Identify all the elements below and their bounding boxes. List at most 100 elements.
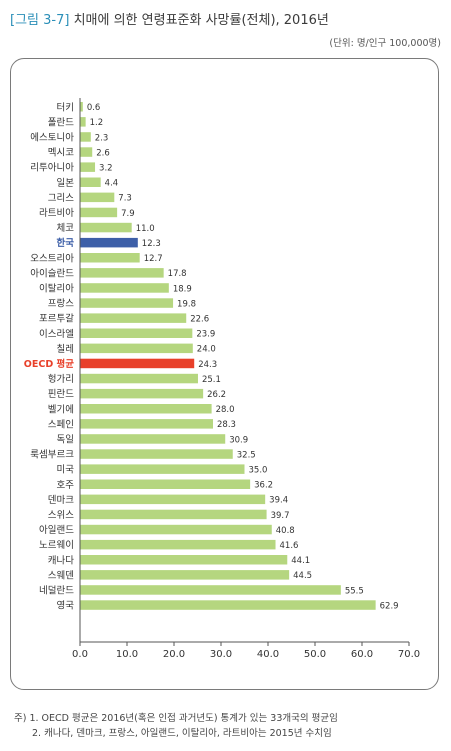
value-label: 12.7: [144, 254, 163, 264]
value-label: 0.6: [87, 103, 101, 113]
bar: [80, 373, 198, 384]
bar: [80, 449, 233, 459]
bar: [80, 147, 93, 157]
category-label: 핀란드: [48, 388, 74, 400]
bar: [80, 298, 174, 308]
category-label: OECD 평균: [24, 358, 74, 370]
bar: [80, 464, 245, 474]
value-label: 36.2: [254, 481, 273, 491]
bar: [80, 404, 212, 414]
bar: [80, 117, 86, 127]
category-label: 에스토니아: [30, 132, 74, 143]
category-label: 한국: [57, 237, 75, 249]
category-label: 스웨덴: [48, 569, 74, 581]
unit-label: (단위: 명/인구 100,000명): [329, 38, 441, 49]
category-label: 이스라엘: [39, 329, 74, 340]
x-tick-label: 40.0: [257, 649, 279, 660]
value-label: 11.0: [136, 224, 155, 234]
value-label: 28.3: [217, 420, 236, 430]
x-tick-label: 20.0: [163, 649, 185, 660]
category-label: 룩셈부르크: [30, 450, 74, 461]
category-label: 헝가리: [48, 374, 74, 385]
value-label: 2.3: [95, 133, 109, 143]
bar: [80, 524, 272, 535]
bar: [80, 253, 140, 263]
chart-frame: [10, 58, 439, 690]
category-label: 영국: [57, 601, 75, 612]
category-label: 멕시코: [48, 148, 74, 159]
category-label: 일본: [57, 178, 75, 189]
value-label: 41.6: [280, 541, 299, 551]
category-label: 스위스: [48, 509, 74, 521]
value-label: 7.9: [121, 209, 135, 219]
category-label: 폴란드: [48, 116, 74, 128]
bar: [80, 192, 115, 203]
value-label: 12.3: [142, 239, 161, 249]
category-label: 포르투갈: [39, 313, 74, 325]
figure-title-text: 치매에 의한 연령표준화 사망률(전체), 2016년: [73, 13, 329, 28]
footnote-1: 주) 1. OECD 평균은 2016년(혹은 인접 과거년도) 통계가 있는 …: [14, 713, 338, 724]
x-tick-label: 60.0: [351, 649, 373, 660]
category-label: 터키: [57, 102, 74, 113]
value-label: 23.9: [196, 330, 215, 340]
category-label: 네덜란드: [39, 584, 74, 596]
category-label: 호주: [57, 480, 75, 491]
category-label: 독일: [57, 434, 74, 445]
value-label: 26.2: [207, 390, 226, 400]
category-label: 스페인: [48, 419, 74, 430]
value-label: 2.6: [96, 148, 110, 158]
category-label: 캐나다: [48, 555, 74, 566]
category-label: 벨기에: [48, 404, 74, 415]
value-label: 24.0: [197, 345, 216, 355]
category-label: 노르웨이: [39, 539, 74, 551]
bar: [80, 509, 267, 520]
category-label: 이탈리아: [39, 282, 74, 294]
value-label: 55.5: [345, 586, 364, 596]
bar: [80, 283, 169, 293]
category-label: 미국: [57, 465, 75, 476]
bar: [80, 600, 376, 610]
value-label: 22.6: [190, 314, 209, 324]
x-tick-label: 70.0: [398, 649, 420, 660]
category-label: 덴마크: [48, 495, 74, 506]
category-label: 프랑스: [48, 298, 74, 310]
value-label: 39.4: [269, 496, 288, 506]
bar: [80, 570, 290, 580]
bar: [80, 177, 101, 187]
value-label: 44.5: [293, 571, 312, 581]
figure-title: [그림 3-7] 치매에 의한 연령표준화 사망률(전체), 2016년: [10, 9, 329, 28]
x-tick-label: 0.0: [72, 649, 88, 660]
value-label: 44.1: [291, 556, 310, 566]
value-label: 32.5: [237, 450, 256, 460]
value-label: 25.1: [202, 375, 221, 385]
value-label: 40.8: [276, 526, 295, 536]
bar: [80, 207, 118, 218]
category-label: 칠레: [57, 344, 74, 355]
value-label: 19.8: [177, 299, 196, 309]
value-label: 39.7: [271, 511, 290, 521]
category-label: 체코: [57, 223, 75, 234]
value-label: 35.0: [249, 465, 268, 475]
footnote-2: 2. 캐나다, 덴마크, 프랑스, 아일랜드, 이탈리아, 라트비아는 2015…: [32, 728, 332, 739]
bar: [80, 313, 187, 323]
bar: [80, 328, 193, 338]
bar: [80, 268, 164, 278]
x-tick-label: 10.0: [116, 649, 138, 660]
value-label: 24.3: [198, 360, 217, 370]
category-label: 리투아니아: [30, 163, 74, 174]
bar: [80, 222, 132, 233]
value-label: 7.3: [118, 194, 132, 204]
bar: [80, 539, 276, 550]
bar: [80, 388, 204, 399]
value-label: 3.2: [99, 163, 113, 173]
bar: [80, 555, 288, 565]
value-label: 62.9: [380, 601, 399, 611]
bar: [80, 419, 214, 429]
bar: [80, 479, 251, 489]
value-label: 17.8: [168, 269, 187, 279]
category-label: 라트비아: [39, 208, 74, 219]
bar: [80, 434, 226, 444]
value-label: 30.9: [229, 435, 248, 445]
category-label: 아이슬란드: [30, 267, 74, 279]
bar: [80, 132, 91, 142]
